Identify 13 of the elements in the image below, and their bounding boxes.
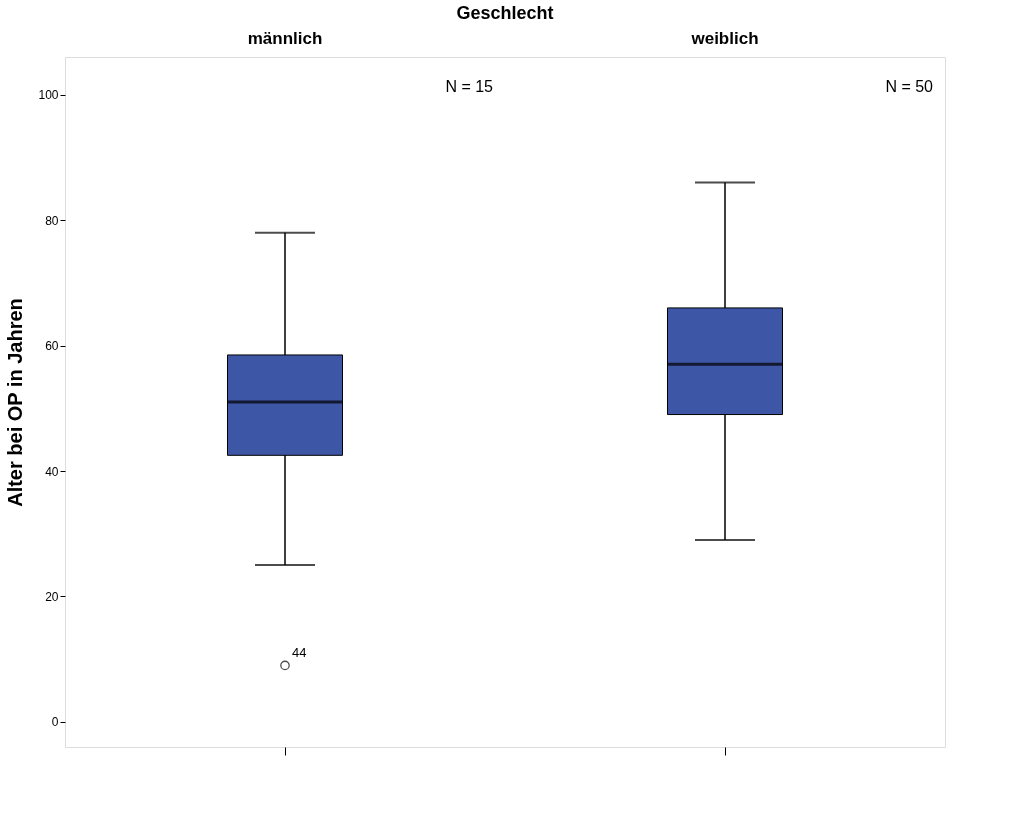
annotation: 44 — [292, 645, 307, 661]
y-tick-label: 80 — [45, 213, 59, 228]
x-tick-label: männlich — [247, 28, 323, 48]
annotation: N = 50 — [885, 78, 934, 95]
y-tick-label: 0 — [51, 715, 59, 730]
y-axis-title: Alter bei OP in Jahren — [4, 298, 27, 507]
y-tick-label: 40 — [45, 464, 59, 479]
y-tick-label: 100 — [38, 88, 59, 103]
chart-title: Geschlecht — [456, 3, 554, 23]
y-tick-label: 60 — [45, 339, 59, 354]
annotation: N = 15 — [445, 78, 494, 95]
y-tick-label: 20 — [45, 589, 59, 604]
x-tick-label: weiblich — [690, 28, 759, 48]
